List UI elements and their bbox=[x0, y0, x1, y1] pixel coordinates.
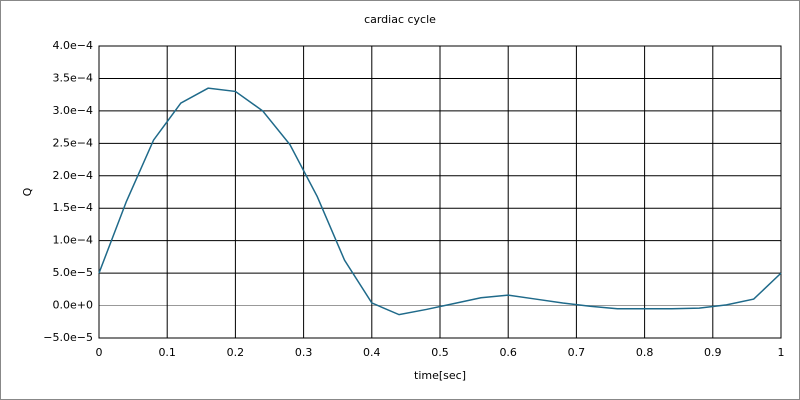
y-tick-label: 5.0e−5 bbox=[53, 266, 93, 279]
x-tick-label: 0.8 bbox=[636, 346, 654, 359]
plot-border bbox=[98, 45, 782, 339]
y-tick-label: 2.0e−4 bbox=[53, 169, 93, 182]
y-tick-label: 3.0e−4 bbox=[53, 104, 93, 117]
y-tick-label: 2.5e−4 bbox=[53, 136, 93, 149]
y-tick-label: 1.5e−4 bbox=[53, 201, 93, 214]
x-tick-label: 0.1 bbox=[158, 346, 176, 359]
chart-title: cardiac cycle bbox=[364, 13, 436, 26]
x-tick-label: 0.6 bbox=[499, 346, 517, 359]
x-tick-label: 0.9 bbox=[704, 346, 722, 359]
y-tick-label: −5.0e−5 bbox=[43, 331, 93, 344]
x-tick-label: 0.7 bbox=[568, 346, 586, 359]
y-tick-label: 0.0e+0 bbox=[53, 299, 93, 312]
x-tick-label: 0.2 bbox=[227, 346, 245, 359]
x-tick-label: 0 bbox=[96, 346, 103, 359]
x-tick-label: 0.5 bbox=[431, 346, 449, 359]
y-tick-label: 4.0e−4 bbox=[53, 39, 93, 52]
y-tick-label: 3.5e−4 bbox=[53, 71, 93, 84]
x-tick-label: 0.3 bbox=[295, 346, 313, 359]
y-tick-label: 1.0e−4 bbox=[53, 234, 93, 247]
x-tick-label: 1 bbox=[778, 346, 785, 359]
y-axis-label: Q bbox=[21, 187, 34, 196]
x-axis-label: time[sec] bbox=[414, 369, 466, 382]
data-line bbox=[98, 87, 782, 316]
x-tick-label: 0.4 bbox=[363, 346, 381, 359]
